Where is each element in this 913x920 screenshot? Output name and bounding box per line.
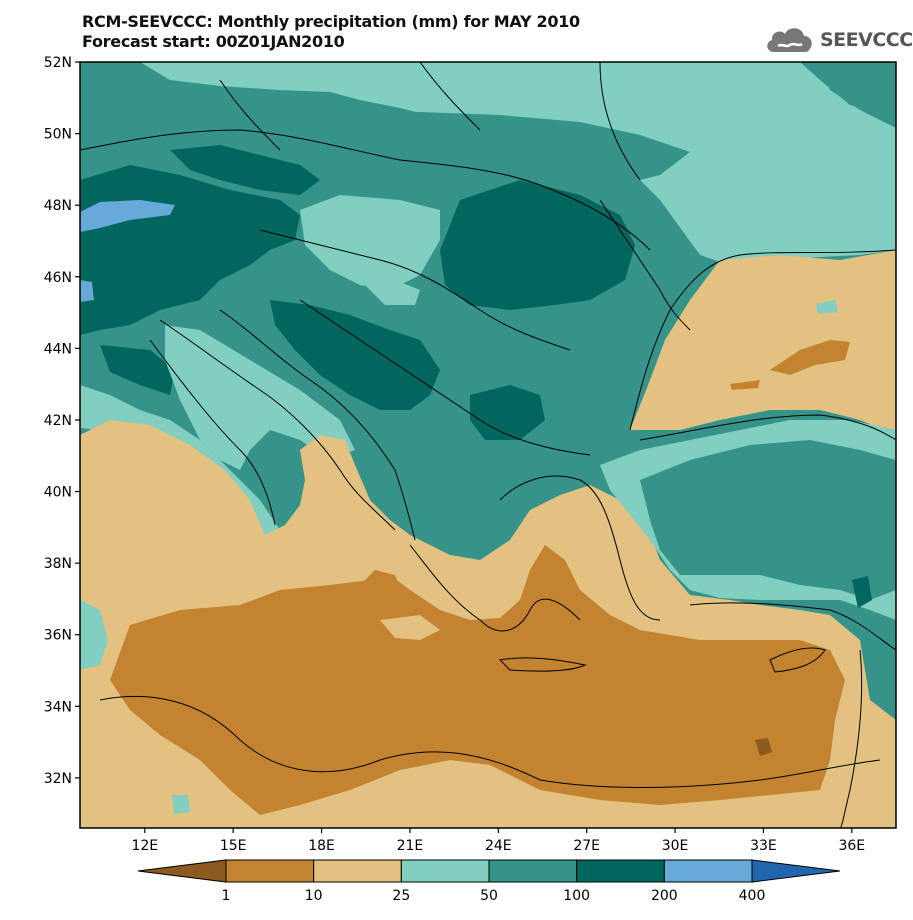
- border-cyprus: [769, 647, 826, 673]
- legend-label: 400: [739, 888, 766, 904]
- field-10-25-black-sea: [630, 250, 896, 435]
- lat-tick-label: 52N: [44, 55, 72, 71]
- legend-label: 25: [392, 888, 410, 904]
- lon-tick-label: 12E: [131, 838, 158, 854]
- lon-tick-label: 33E: [750, 838, 777, 854]
- coastline-africa: [99, 695, 881, 788]
- lon-tick-label: 30E: [662, 838, 689, 854]
- legend-label: 100: [563, 888, 590, 904]
- coastline-anatolia-north: [639, 414, 896, 441]
- field-100-200-romania: [440, 180, 635, 310]
- lon-tick-label: 15E: [220, 838, 247, 854]
- border-central-europe: [80, 129, 651, 251]
- field-25-50-serbia: [365, 280, 420, 305]
- lon-tick-label: 24E: [485, 838, 512, 854]
- lon-tick-label: 18E: [308, 838, 335, 854]
- field-200-400-alps-small: [80, 280, 94, 302]
- coastline-dalmatia: [219, 309, 416, 541]
- map-frame: [79, 61, 897, 829]
- lon-tick-label: 21E: [397, 838, 424, 854]
- lat-axis: 52N 50N 48N 46N 44N 42N 40N 38N 36N 34N 32N: [44, 55, 80, 787]
- field-1-10-black-sea: [770, 340, 850, 375]
- coastline-levant: [839, 649, 863, 828]
- coastline-anatolia-south: [689, 602, 896, 651]
- forecast-start: Forecast start: 00Z01JAN2010: [82, 32, 345, 51]
- logo-text: SEEVCCC: [820, 29, 913, 51]
- legend-swatch: [400, 859, 490, 883]
- border-balkans: [299, 299, 591, 456]
- legend-swatch: [663, 859, 753, 883]
- legend-swatch: [576, 859, 665, 883]
- lat-tick-label: 46N: [44, 270, 72, 286]
- field-less-1-egypt: [755, 738, 772, 756]
- coastline-greece: [409, 544, 581, 632]
- lat-tick-label: 40N: [44, 485, 72, 501]
- border-north: [219, 62, 641, 181]
- field-25-50-tunisia: [80, 600, 108, 670]
- legend-arrow-high: [751, 859, 841, 883]
- legend-label: 50: [480, 888, 498, 904]
- field-1-10-south: [110, 545, 845, 815]
- legend-arrow-low: [137, 859, 227, 883]
- field-25-50-libya-small: [172, 795, 190, 814]
- seevccc-logo: SEEVCCC: [764, 24, 913, 56]
- color-legend: 1 10 25 50 100 200 400: [137, 859, 841, 904]
- field-100-200-italy: [100, 345, 175, 395]
- lon-tick-label: 27E: [573, 838, 600, 854]
- field-100-200-anatolia: [852, 576, 872, 608]
- field-10-25-libya: [380, 615, 440, 640]
- lat-tick-label: 42N: [44, 413, 72, 429]
- legend-label: 10: [305, 888, 323, 904]
- border-moldova: [599, 199, 691, 331]
- lon-axis: 12E 15E 18E 21E 24E 27E 30E 33E 36E: [131, 828, 865, 854]
- field-25-50-north: [140, 62, 896, 262]
- legend-swatch: [488, 859, 578, 883]
- lat-tick-label: 36N: [44, 628, 72, 644]
- title-block: RCM-SEEVCCC: Monthly precipitation (mm) …: [82, 12, 580, 52]
- field-100-200-dinaric: [270, 300, 440, 410]
- coastlines-borders: [80, 62, 896, 828]
- field-50-100-anatolia: [640, 440, 896, 600]
- field-25-50-pannonia: [300, 195, 440, 290]
- legend-label: 1: [222, 888, 231, 904]
- coastline-italy-west: [149, 339, 276, 526]
- field-100-200-bohemia: [170, 145, 320, 195]
- legend-swatch: [225, 859, 315, 883]
- border-crete: [498, 657, 587, 672]
- legend-swatch: [313, 859, 402, 883]
- coastline-black-sea: [629, 249, 896, 431]
- cloud-icon: [767, 28, 812, 52]
- lat-tick-label: 44N: [44, 341, 72, 357]
- legend-label: 200: [651, 888, 678, 904]
- lat-tick-label: 38N: [44, 556, 72, 572]
- field-200-400-alps: [80, 200, 175, 232]
- lat-tick-label: 32N: [44, 771, 72, 787]
- precipitation-fields: [80, 62, 896, 828]
- field-25-50-crimea: [816, 300, 838, 314]
- lon-tick-label: 36E: [838, 838, 865, 854]
- coastline-aegean: [499, 475, 661, 621]
- coastline-adriatic: [159, 319, 396, 531]
- field-25-50-italy: [165, 325, 355, 470]
- field-1-10-black-sea-small: [730, 380, 760, 390]
- map-title: RCM-SEEVCCC: Monthly precipitation (mm) …: [82, 12, 580, 31]
- border-pannonia: [259, 229, 571, 351]
- field-50-100-northeast: [820, 62, 896, 128]
- lat-tick-label: 34N: [44, 699, 72, 715]
- lat-tick-label: 50N: [44, 127, 72, 143]
- field-100-200-bulgaria: [470, 385, 545, 440]
- lat-tick-label: 48N: [44, 198, 72, 214]
- field-50-100-north-center: [330, 112, 690, 200]
- field-1-10-sicily: [360, 570, 405, 615]
